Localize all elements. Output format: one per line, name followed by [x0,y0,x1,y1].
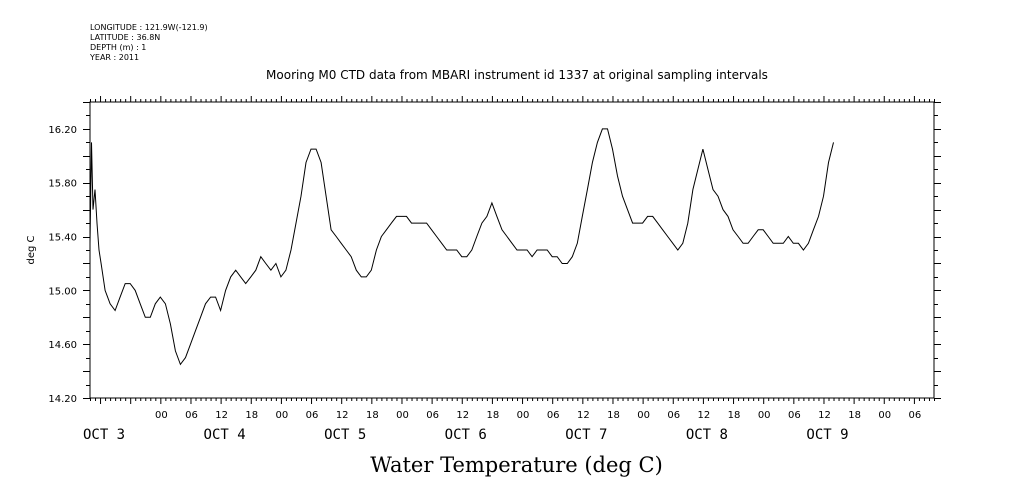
day-label: OCT 8 [686,427,728,443]
day-label: OCT 3 [83,427,125,443]
x-tick-label: 12 [215,410,228,421]
x-tick-label: 18 [245,410,258,421]
series-line [89,128,834,366]
x-tick-label: 00 [396,410,409,421]
y-tick-label: 15.80 [48,179,77,190]
x-tick-label: 06 [306,410,319,421]
x-tick-label: 06 [909,410,922,421]
year-label: YEAR : 2011 [90,53,140,62]
y-tick-label: 15.00 [48,286,77,297]
header-metadata: LONGITUDE : 121.9W(-121.9) LATITUDE : 36… [90,23,208,63]
y-tick-label: 14.20 [48,394,77,405]
day-label: OCT 9 [806,427,848,443]
x-tick-label: 00 [276,410,289,421]
x-tick-label: 12 [456,410,469,421]
x-tick-label: 18 [366,410,379,421]
depth-label: DEPTH (m) : 1 [90,43,147,52]
x-tick-label: 06 [667,410,680,421]
x-tick-label: 18 [607,410,620,421]
x-tick-label: 00 [155,410,168,421]
x-tick-label: 18 [848,410,861,421]
x-tick-label: 12 [336,410,349,421]
chart-title: Mooring M0 CTD data from MBARI instrumen… [266,68,768,82]
x-tick-label: 06 [547,410,560,421]
x-tick-label: 06 [788,410,801,421]
x-tick-label: 00 [517,410,530,421]
y-tick-label: 14.60 [48,340,77,351]
x-tick-label: 12 [577,410,590,421]
day-label: OCT 7 [565,427,607,443]
x-tick-label: 06 [426,410,439,421]
day-label: OCT 5 [324,427,366,443]
x-tick-label: 18 [487,410,500,421]
x-tick-label: 12 [698,410,711,421]
day-label: OCT 6 [445,427,487,443]
x-tick-label: 18 [728,410,741,421]
x-axis-title: Water Temperature (deg C) [370,453,663,477]
longitude-label: LONGITUDE : 121.9W(-121.9) [90,23,208,32]
x-tick-label: 12 [818,410,831,421]
x-tick-label: 00 [637,410,650,421]
y-tick-label: 16.20 [48,125,77,136]
latitude-label: LATITUDE : 36.8N [90,33,161,42]
y-tick-label: 15.40 [48,233,77,244]
plot-frame [89,101,935,399]
x-tick-label: 00 [758,410,771,421]
x-tick-label: 06 [185,410,198,421]
day-label: OCT 4 [204,427,246,443]
y-axis-label: deg C [26,235,37,264]
x-tick-label: 00 [878,410,891,421]
